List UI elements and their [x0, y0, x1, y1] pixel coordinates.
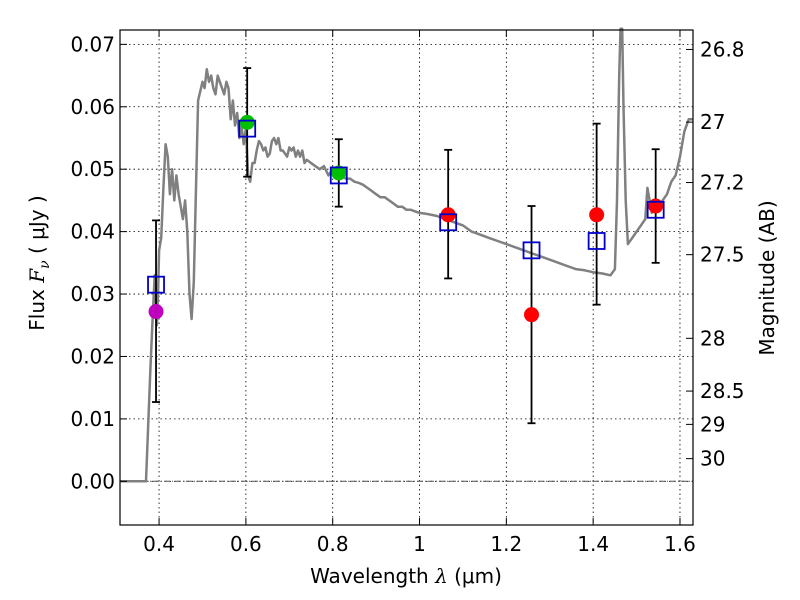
x-axis-label: Wavelength λ (μm) — [310, 564, 502, 588]
plot-area — [120, 30, 693, 525]
model-photometry-point — [522, 241, 541, 260]
model-photometry-point — [238, 119, 257, 138]
y-tick-label: 0.01 — [70, 407, 115, 431]
observed-point — [589, 207, 605, 223]
model-photometry-point — [329, 166, 348, 185]
y-tick-label: 0.05 — [70, 157, 115, 181]
y-tick-labels: 0.00 0.01 0.02 0.03 0.04 0.05 0.06 0.07 — [70, 32, 115, 493]
observed-point — [648, 198, 664, 214]
axes-frame — [119, 29, 694, 526]
magnitude-tick-labels: 26.8 27 27.2 27.5 28 28.5 29 30 — [700, 37, 745, 470]
magnitude-axis-label: Magnitude (AB) — [755, 200, 779, 355]
model-spectrum-line — [120, 27, 693, 483]
y-tick-label: 0.06 — [70, 95, 115, 119]
model-photometry-layer — [147, 119, 665, 294]
tick-layer — [120, 30, 693, 525]
observed-point — [148, 304, 164, 320]
magnitude-tick-label: 28 — [700, 326, 725, 350]
model-photometry-point — [147, 275, 165, 294]
magnitude-tick-label: 26.8 — [700, 37, 745, 61]
y-tick-label: 0.03 — [70, 282, 115, 306]
magnitude-tick-label: 28.5 — [700, 379, 745, 403]
observed-point — [331, 165, 347, 181]
magnitude-tick-label: 27.5 — [700, 243, 745, 267]
model-photometry-point — [646, 200, 665, 219]
y-tick-label: 0.04 — [70, 220, 115, 244]
y-tick-label: 0.02 — [70, 344, 115, 368]
x-tick-label: 1.2 — [490, 532, 522, 556]
magnitude-tick-label: 27.2 — [700, 171, 745, 195]
model-photometry-point — [439, 213, 458, 232]
x-tick-label: 1 — [413, 532, 426, 556]
y-axis-label: Flux Fν ( μJy ) — [25, 195, 53, 330]
x-tick-label: 0.6 — [230, 532, 262, 556]
magnitude-tick-label: 30 — [700, 447, 725, 471]
x-tick-labels: 0.4 0.6 0.8 1 1.2 1.4 1.6 — [143, 532, 696, 556]
observed-point — [239, 114, 255, 130]
observed-point — [524, 307, 540, 323]
magnitude-tick-label: 27 — [700, 110, 725, 134]
x-tick-label: 1.6 — [664, 532, 696, 556]
model-spectrum-layer — [120, 27, 693, 483]
y-tick-label: 0.07 — [70, 32, 115, 56]
x-tick-label: 0.4 — [143, 532, 175, 556]
magnitude-tick-label: 29 — [700, 412, 725, 436]
y-tick-label: 0.00 — [70, 469, 115, 493]
x-tick-label: 0.8 — [317, 532, 349, 556]
x-tick-label: 1.4 — [577, 532, 609, 556]
model-photometry-point — [587, 232, 606, 250]
